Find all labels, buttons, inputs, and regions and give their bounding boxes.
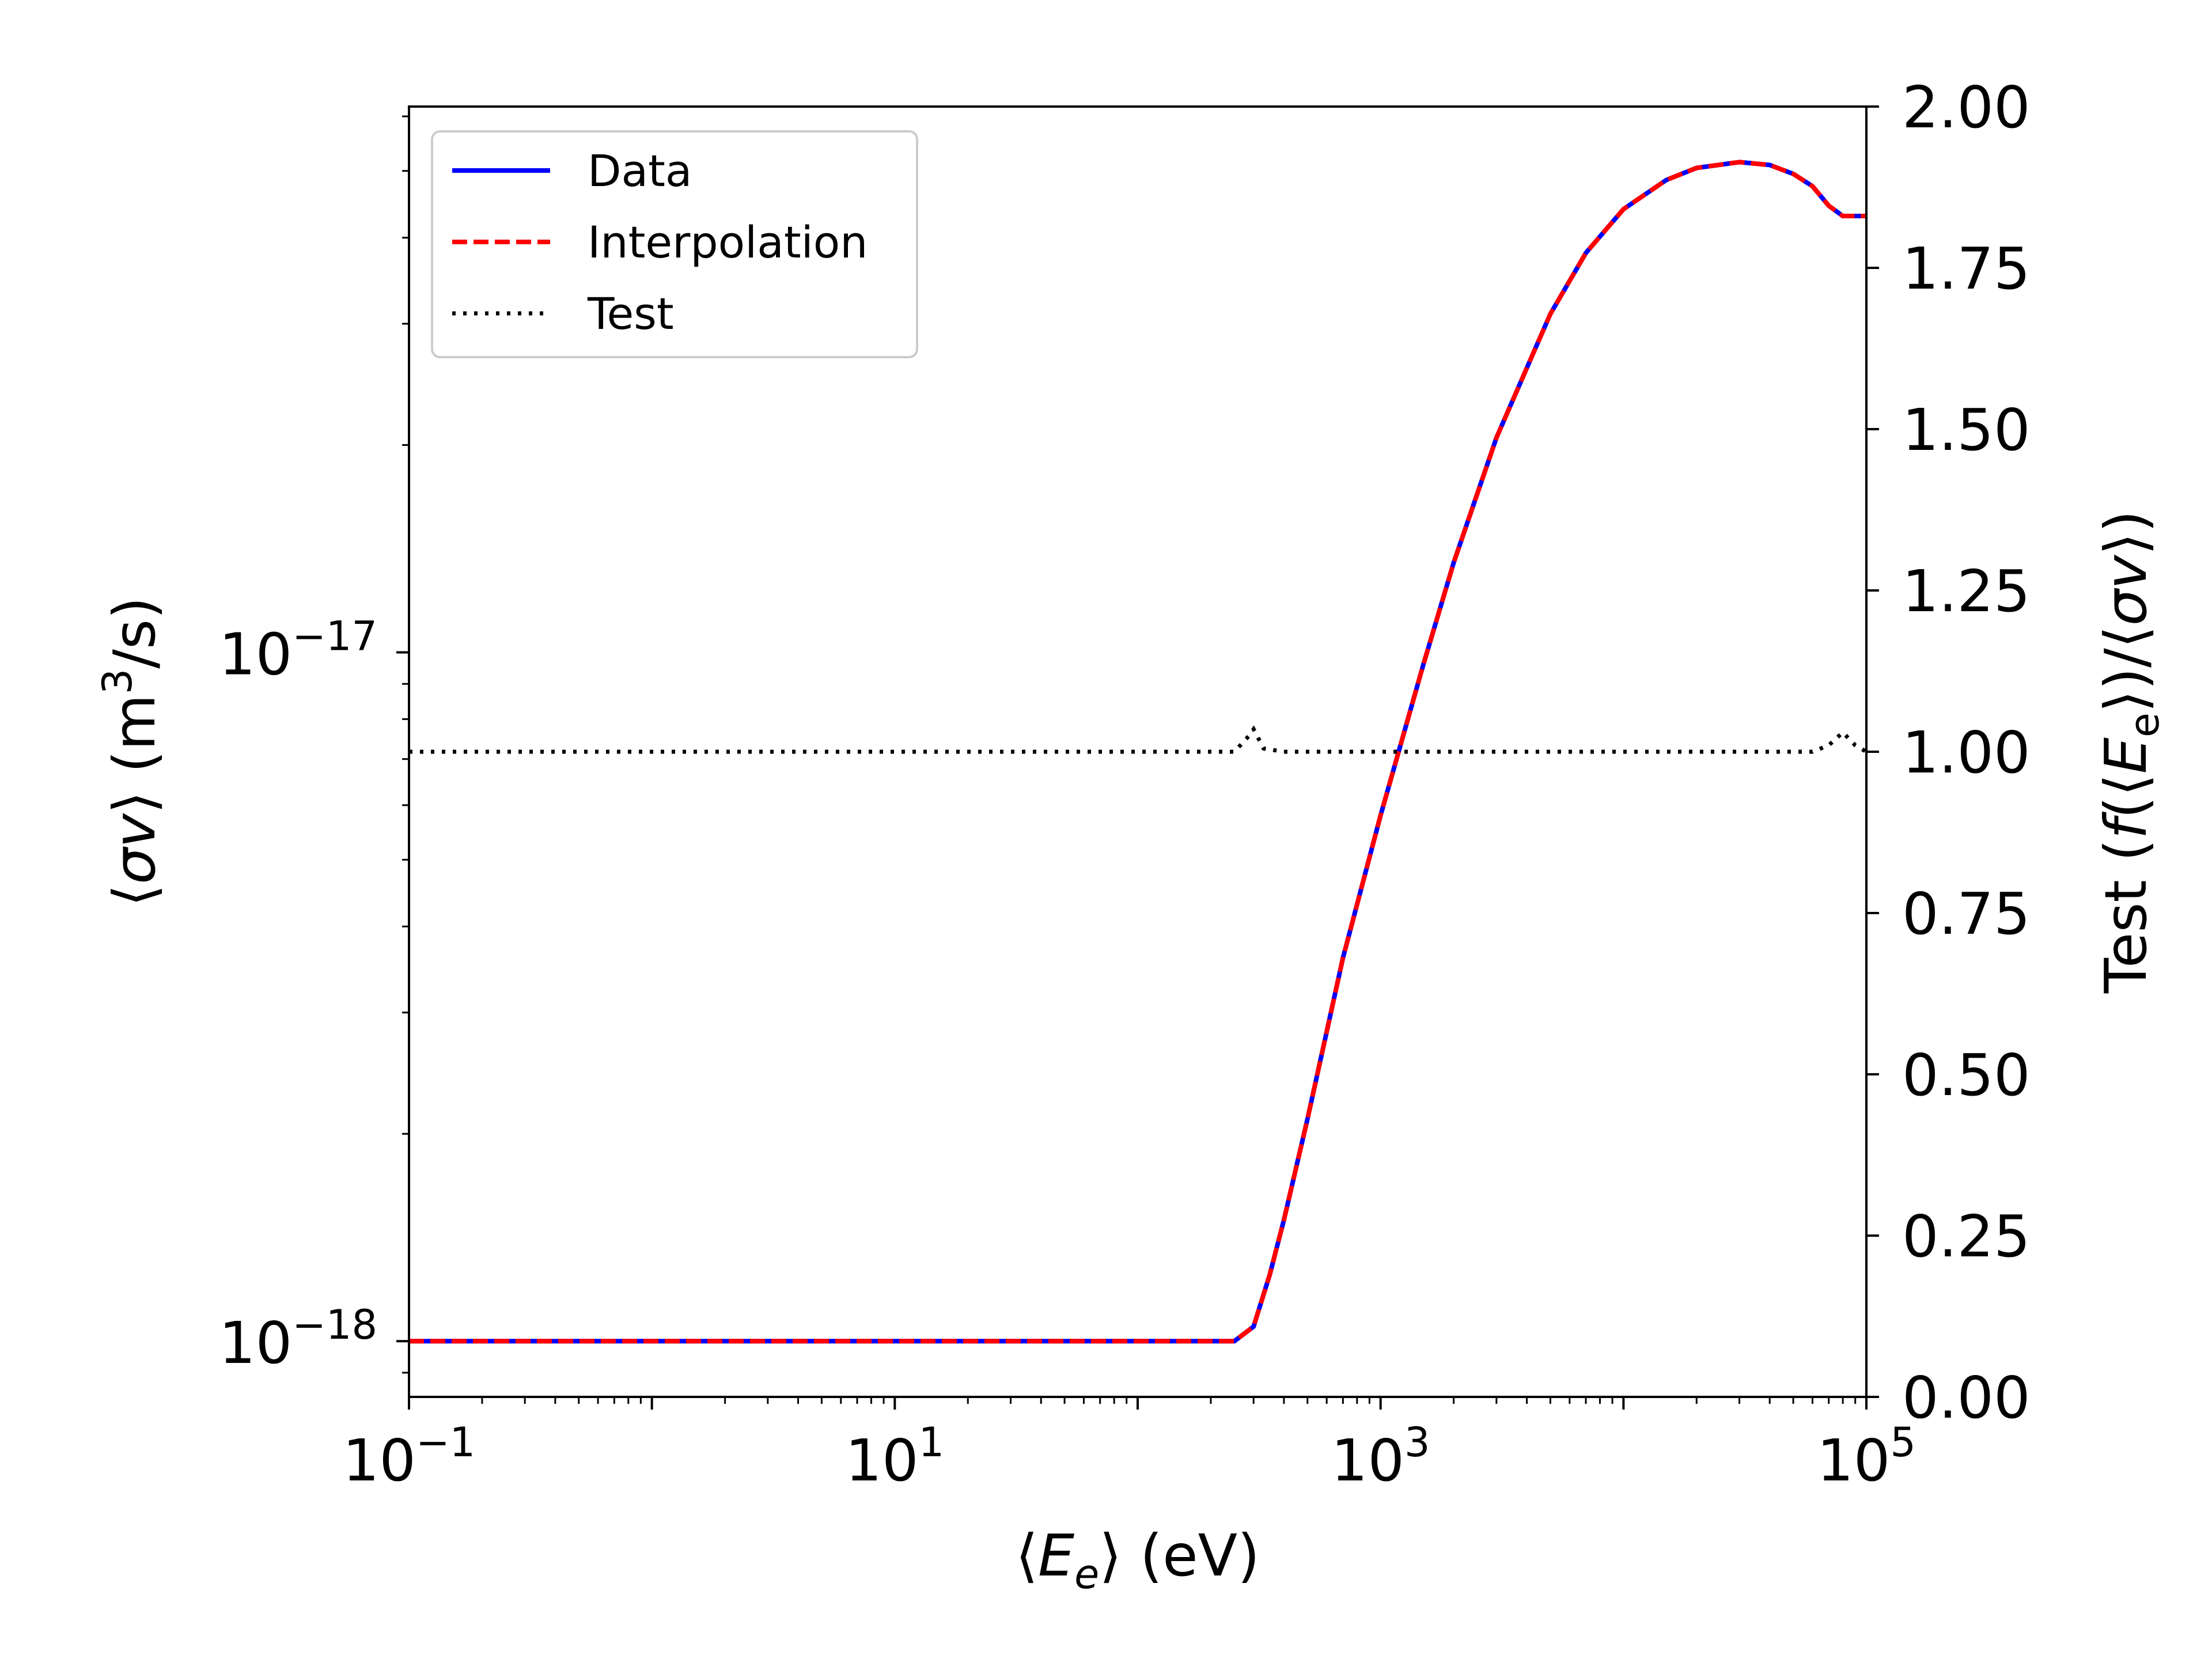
y2-tick-label: 0.50	[1902, 1041, 2031, 1109]
legend: Data Interpolation Test	[431, 130, 918, 358]
series-line-interpolation	[409, 160, 1866, 1344]
x-axis-label: ⟨Ee⟩ (eV)	[1016, 1522, 1260, 1598]
series-lines	[409, 160, 1868, 1344]
y2-axis-label: Test (f(⟨Ee⟩)/⟨σv⟩)	[2092, 510, 2168, 994]
y-axis-label: ⟨σv⟩ (m3/s)	[94, 597, 168, 907]
legend-box	[431, 130, 918, 358]
y2-tick-label: 0.75	[1902, 880, 2031, 948]
y-tick-label: 10−18	[219, 1301, 377, 1377]
y2-tick-label: 2.00	[1902, 74, 2031, 141]
y2-tick-label: 1.75	[1902, 235, 2031, 302]
y2-tick-label: 1.25	[1902, 558, 2031, 625]
legend-label-test: Test	[587, 288, 674, 339]
x-axis: 10−1 101 103 105	[343, 1397, 1916, 1494]
series-line-test	[409, 725, 1868, 754]
y2-tick-label: 1.00	[1902, 719, 2031, 786]
y2-tick-label: 0.25	[1902, 1203, 2031, 1270]
x-tick-label: 10−1	[343, 1419, 475, 1494]
y2-tick-label: 0.00	[1902, 1364, 2031, 1431]
y2-tick-label: 1.50	[1902, 396, 2031, 464]
x-tick-label: 103	[1331, 1419, 1430, 1494]
x-tick-label: 105	[1817, 1419, 1916, 1494]
legend-label-data: Data	[588, 145, 692, 196]
y-axis-left: 10−18 10−17	[219, 115, 409, 1377]
legend-label-interpolation: Interpolation	[588, 217, 868, 268]
y-axis-right: 0.00 0.25 0.50 0.75 1.00 1.25 1.50 1.75 2.00	[1866, 74, 2031, 1431]
x-tick-label: 101	[845, 1419, 944, 1494]
y-tick-label: 10−17	[219, 612, 377, 688]
